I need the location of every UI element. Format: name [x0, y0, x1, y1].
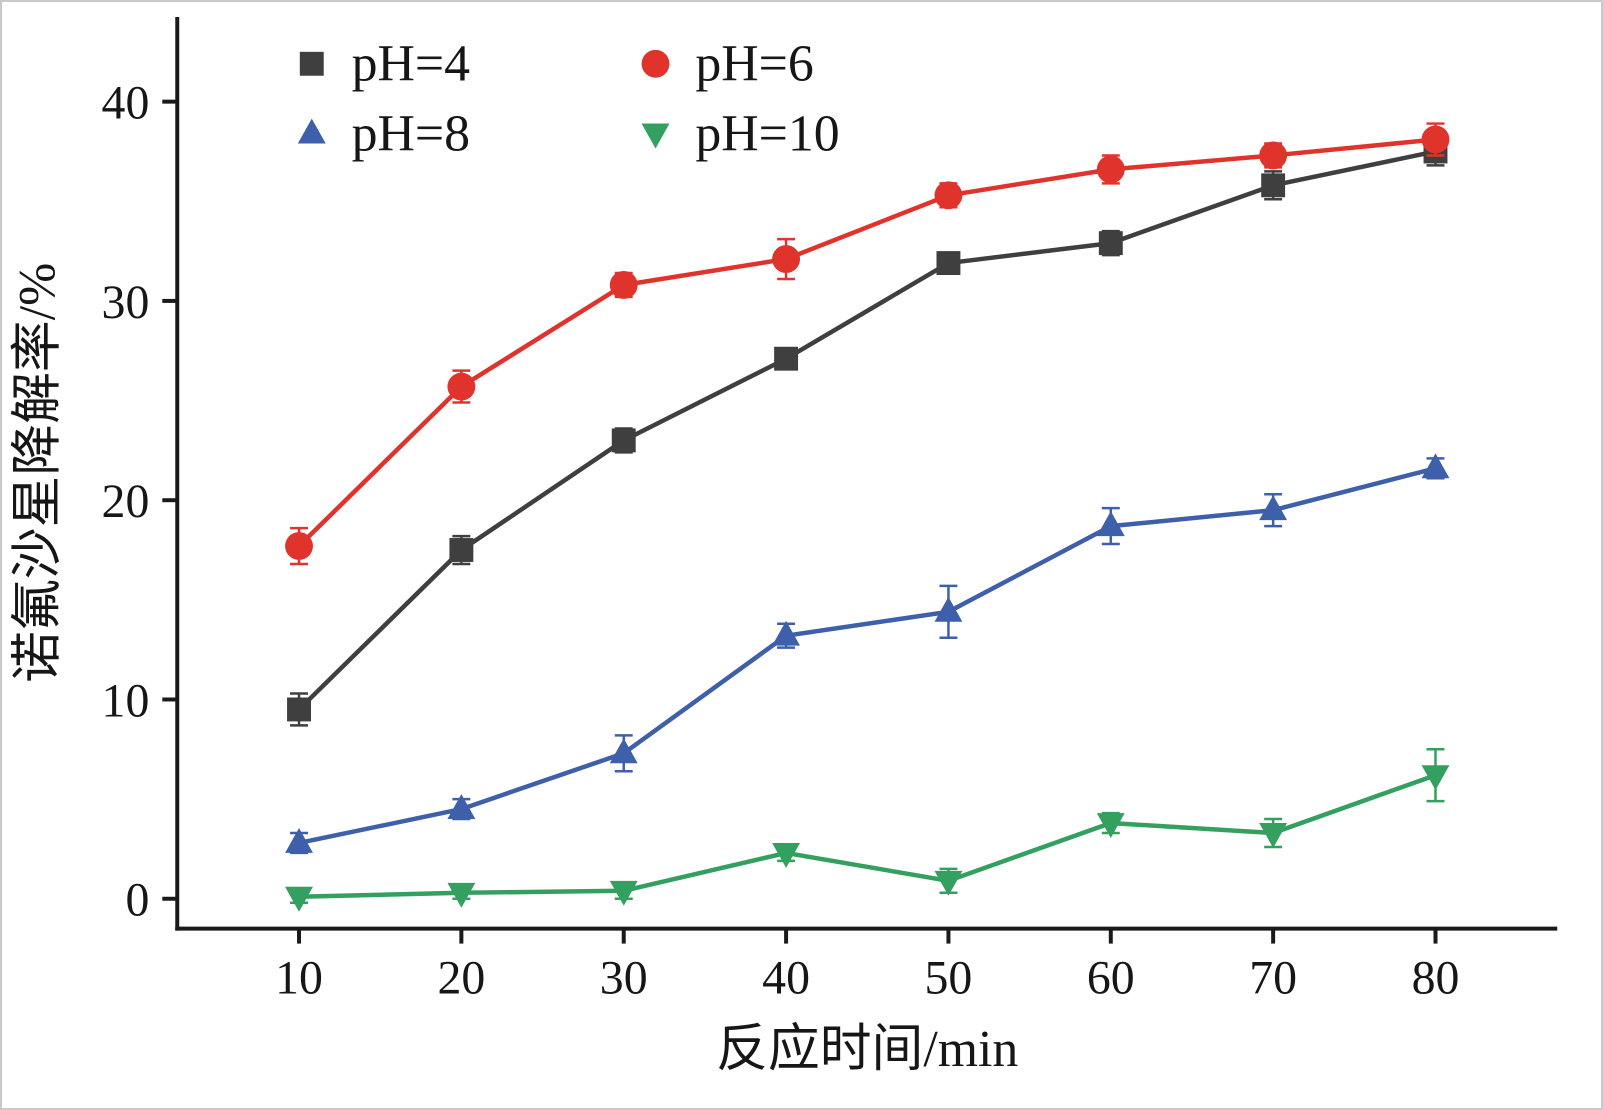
y-tick-label: 40: [102, 77, 150, 130]
data-point-marker: [285, 532, 313, 560]
data-point-marker: [641, 123, 670, 149]
series-pH=6: [285, 122, 1450, 566]
data-point-marker: [447, 794, 476, 820]
x-tick-label: 70: [1249, 951, 1297, 1004]
data-point-marker: [449, 538, 474, 562]
series-line: [297, 137, 1436, 548]
x-tick-label: 50: [925, 951, 973, 1004]
legend-item-pH=8: pH=8: [297, 105, 470, 162]
data-point-marker: [609, 738, 638, 764]
data-point-marker: [1261, 173, 1286, 198]
data-point-marker: [447, 372, 476, 401]
data-point-marker: [299, 51, 324, 76]
data-point-marker: [772, 245, 801, 274]
data-point-marker: [641, 49, 670, 78]
data-point-marker: [609, 271, 638, 299]
data-point-marker: [1259, 141, 1288, 170]
legend-item-pH=6: pH=6: [641, 36, 814, 93]
series-pH=8: [285, 453, 1450, 855]
data-point-marker: [297, 118, 326, 144]
series-pH=4: [287, 136, 1448, 727]
y-tick-label: 30: [102, 276, 150, 329]
data-point-marker: [1421, 125, 1450, 154]
data-point-marker: [1421, 453, 1450, 479]
x-tick-label: 30: [600, 951, 648, 1004]
data-point-marker: [287, 697, 311, 722]
data-point-marker: [1096, 813, 1125, 838]
x-tick-label: 60: [1087, 951, 1135, 1004]
legend-item-pH=4: pH=4: [299, 36, 471, 93]
series-line: [298, 466, 1437, 846]
data-point-marker: [285, 828, 313, 853]
data-point-marker: [447, 882, 476, 908]
data-point-marker: [285, 886, 313, 912]
x-tick-label: 80: [1412, 951, 1460, 1004]
data-point-marker: [609, 880, 638, 906]
y-tick-label: 20: [102, 475, 150, 528]
data-point-marker: [772, 842, 801, 868]
data-point-marker: [1098, 231, 1123, 256]
x-tick-label: 10: [275, 951, 323, 1004]
data-point-marker: [934, 870, 963, 896]
data-point-marker: [934, 596, 963, 622]
data-point-marker: [1096, 511, 1125, 537]
series-pH=10: [285, 748, 1450, 912]
legend-label: pH=4: [352, 36, 471, 93]
series-line: [298, 773, 1437, 900]
data-point-marker: [1259, 823, 1288, 848]
data-point-marker: [934, 181, 963, 210]
legend-label: pH=8: [352, 105, 470, 162]
data-point-marker: [772, 620, 801, 646]
y-tick-label: 0: [125, 874, 149, 927]
data-point-marker: [1096, 155, 1125, 184]
legend-label: pH=10: [695, 105, 839, 162]
x-tick-label: 20: [437, 951, 485, 1004]
x-axis-title: 反应时间/min: [716, 1021, 1018, 1078]
y-tick-label: 10: [102, 674, 150, 727]
data-point-marker: [611, 428, 636, 453]
x-tick-label: 40: [762, 951, 810, 1004]
data-point-marker: [936, 251, 961, 276]
data-point-marker: [1259, 495, 1288, 521]
legend: pH=4 pH=6 pH=8 pH=10: [297, 36, 840, 162]
y-axis-title: 诺氟沙星降解率/%: [10, 263, 67, 683]
legend-label: pH=6: [695, 36, 813, 93]
data-point-marker: [1421, 765, 1450, 791]
legend-item-pH=10: pH=10: [641, 105, 840, 162]
series-line: [297, 149, 1436, 712]
data-point-marker: [774, 346, 799, 371]
